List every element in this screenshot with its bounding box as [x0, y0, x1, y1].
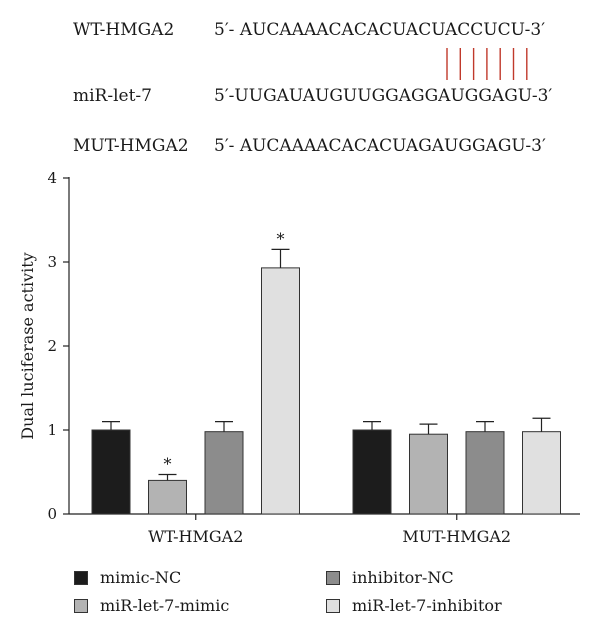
wt-sequence-text: 5′- AUCAAAACACACUACUACCUCU-3′	[214, 20, 546, 40]
bar	[352, 429, 392, 515]
base-pairing-lines	[446, 48, 528, 80]
mut-sequence-name: MUT-HMGA2	[73, 136, 189, 156]
legend-label: miR-let-7-inhibitor	[352, 596, 502, 615]
legend-swatch	[74, 598, 88, 613]
y-tick-label: 4	[47, 169, 57, 187]
chart-bars: **	[91, 229, 561, 515]
chart-axes: 0 1 2 3 4 WT-HMGA2 MUT-HMGA2	[47, 169, 580, 546]
legend-item-inhibitor-nc: inhibitor-NC	[326, 568, 454, 587]
legend-item-mir-let-7-inhibitor: miR-let-7-inhibitor	[326, 596, 502, 615]
legend-swatch	[326, 598, 340, 613]
mir-sequence-text: 5′-UUGAUAUGUUGGAGGAUGGAGU-3′	[214, 86, 553, 106]
chart-legend: mimic-NC miR-let-7-mimic inhibitor-NC mi…	[0, 560, 600, 630]
legend-label: miR-let-7-mimic	[100, 596, 230, 615]
significance-marker: *	[164, 455, 172, 474]
legend-swatch	[326, 570, 340, 585]
mut-sequence-text: 5′- AUCAAAACACACUAGAUGGAGU-3′	[214, 136, 546, 156]
y-tick-label: 1	[47, 421, 57, 439]
legend-item-mimic-nc: mimic-NC	[74, 568, 181, 587]
bar	[204, 431, 244, 515]
legend-item-mir-let-7-mimic: miR-let-7-mimic	[74, 596, 229, 615]
y-axis-label: Dual luciferase activity	[18, 252, 37, 439]
bar	[409, 433, 448, 515]
x-category-label: MUT-HMGA2	[402, 527, 511, 546]
bar	[91, 429, 131, 515]
wt-sequence-name: WT-HMGA2	[73, 20, 175, 40]
mut-sequence-row: MUT-HMGA2 5′- AUCAAAACACACUAGAUGGAGU-3′	[0, 136, 600, 166]
y-tick-label: 0	[47, 505, 57, 523]
bar	[465, 431, 505, 515]
bar	[522, 431, 561, 515]
mir-sequence-name: miR-let-7	[73, 86, 152, 106]
y-tick-label: 3	[47, 253, 57, 271]
legend-swatch	[74, 570, 88, 585]
wt-sequence-row: WT-HMGA2 5′- AUCAAAACACACUACUACCUCU-3′	[0, 20, 600, 50]
bar	[148, 479, 187, 515]
x-category-label: WT-HMGA2	[148, 527, 243, 546]
mir-sequence-row: miR-let-7 5′-UUGAUAUGUUGGAGGAUGGAGU-3′	[0, 86, 600, 116]
legend-label: inhibitor-NC	[352, 568, 454, 587]
significance-marker: *	[277, 229, 285, 248]
bar	[261, 267, 300, 515]
legend-label: mimic-NC	[100, 568, 182, 587]
y-tick-label: 2	[47, 337, 57, 355]
